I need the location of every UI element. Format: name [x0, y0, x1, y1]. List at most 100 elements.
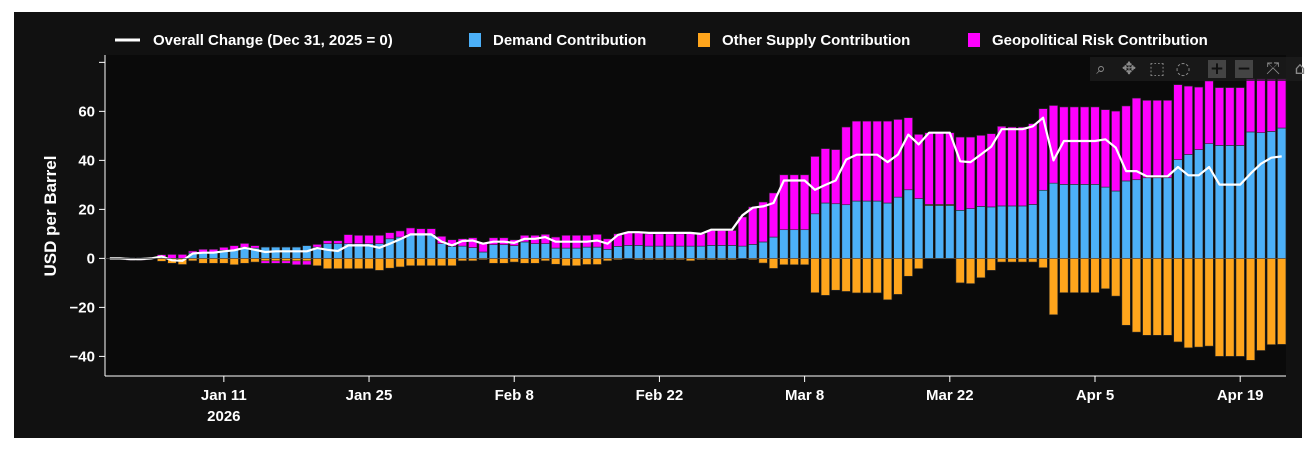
- bar-other-supply-contribution-2026-04-04[interactable]: [1080, 258, 1090, 293]
- bar-other-supply-contribution-2026-01-26[interactable]: [374, 258, 384, 271]
- bar-other-supply-contribution-2026-03-07[interactable]: [789, 258, 799, 266]
- bar-other-supply-contribution-2026-03-30[interactable]: [1028, 258, 1038, 263]
- bar-other-supply-contribution-2026-04-08[interactable]: [1121, 258, 1131, 326]
- bar-geopolitical-risk-contribution-2026-03-08[interactable]: [800, 174, 810, 231]
- bar-other-supply-contribution-2026-04-07[interactable]: [1111, 258, 1121, 297]
- bar-geopolitical-risk-contribution-2026-04-10[interactable]: [1142, 100, 1152, 179]
- lasso-icon[interactable]: ◌: [1175, 59, 1191, 79]
- bar-geopolitical-risk-contribution-2026-03-10[interactable]: [820, 148, 830, 204]
- bar-geopolitical-risk-contribution-2026-03-19[interactable]: [914, 134, 924, 199]
- bar-other-supply-contribution-2026-01-27[interactable]: [385, 258, 395, 269]
- bar-other-supply-contribution-2026-03-08[interactable]: [800, 258, 810, 266]
- bar-demand-contribution-2026-03-24[interactable]: [965, 208, 976, 259]
- bar-geopolitical-risk-contribution-2026-03-29[interactable]: [1017, 126, 1027, 207]
- bar-demand-contribution-2026-03-20[interactable]: [924, 205, 934, 259]
- bar-geopolitical-risk-contribution-2026-03-15[interactable]: [872, 120, 882, 202]
- bar-geopolitical-risk-contribution-2026-03-06[interactable]: [779, 174, 789, 231]
- bar-other-supply-contribution-2026-04-03[interactable]: [1069, 258, 1079, 293]
- bar-geopolitical-risk-contribution-2026-04-02[interactable]: [1059, 106, 1069, 185]
- bar-geopolitical-risk-contribution-2026-01-26[interactable]: [374, 235, 384, 244]
- bar-other-supply-contribution-2026-02-13[interactable]: [561, 258, 571, 267]
- bar-other-supply-contribution-2026-04-14[interactable]: [1183, 258, 1193, 349]
- bar-demand-contribution-2026-02-08[interactable]: [509, 245, 519, 259]
- bar-other-supply-contribution-2026-02-06[interactable]: [488, 258, 499, 264]
- bar-other-supply-contribution-2026-04-20[interactable]: [1246, 258, 1256, 361]
- bar-geopolitical-risk-contribution-2026-02-27[interactable]: [706, 230, 716, 246]
- bar-demand-contribution-2026-04-23[interactable]: [1277, 127, 1287, 259]
- bar-demand-contribution-2026-03-11[interactable]: [831, 203, 841, 259]
- bar-other-supply-contribution-2026-03-15[interactable]: [872, 258, 882, 294]
- bar-geopolitical-risk-contribution-2026-03-31[interactable]: [1038, 108, 1048, 191]
- bar-geopolitical-risk-contribution-2026-01-17[interactable]: [281, 260, 291, 264]
- bar-demand-contribution-2026-02-09[interactable]: [520, 241, 530, 259]
- bar-geopolitical-risk-contribution-2026-03-21[interactable]: [934, 132, 944, 205]
- bar-geopolitical-risk-contribution-2026-04-05[interactable]: [1090, 106, 1100, 185]
- bar-geopolitical-risk-contribution-2026-01-20[interactable]: [312, 244, 322, 248]
- bar-demand-contribution-2026-02-18[interactable]: [613, 246, 623, 259]
- bar-other-supply-contribution-2026-01-20[interactable]: [312, 258, 322, 267]
- bar-other-supply-contribution-2026-04-16[interactable]: [1204, 258, 1214, 347]
- bar-geopolitical-risk-contribution-2026-03-13[interactable]: [851, 120, 862, 202]
- bar-other-supply-contribution-2026-01-22[interactable]: [333, 258, 343, 269]
- bar-demand-contribution-2026-02-27[interactable]: [706, 245, 716, 259]
- bar-other-supply-contribution-2026-01-25[interactable]: [364, 258, 374, 269]
- bar-geopolitical-risk-contribution-2026-02-25[interactable]: [685, 232, 696, 247]
- bar-geopolitical-risk-contribution-2026-03-17[interactable]: [893, 119, 903, 198]
- bar-geopolitical-risk-contribution-2026-03-23[interactable]: [955, 136, 965, 211]
- bar-demand-contribution-2026-04-01[interactable]: [1048, 182, 1059, 259]
- bar-other-supply-contribution-2026-02-15[interactable]: [582, 258, 592, 265]
- bar-demand-contribution-2026-03-13[interactable]: [851, 200, 862, 259]
- bar-other-supply-contribution-2026-03-11[interactable]: [831, 258, 841, 291]
- bar-geopolitical-risk-contribution-2026-04-17[interactable]: [1214, 87, 1225, 146]
- bar-demand-contribution-2026-02-06[interactable]: [488, 244, 499, 259]
- legend-item-demand-contribution[interactable]: Demand Contribution: [469, 32, 646, 49]
- bar-other-supply-contribution-2026-04-21[interactable]: [1256, 258, 1266, 351]
- bar-demand-contribution-2026-03-21[interactable]: [934, 205, 944, 259]
- bar-other-supply-contribution-2026-03-10[interactable]: [820, 258, 830, 296]
- bar-other-supply-contribution-2026-04-10[interactable]: [1142, 258, 1152, 336]
- bar-geopolitical-risk-contribution-2026-01-25[interactable]: [364, 235, 374, 244]
- legend-item-overall-change-dec-31-2025-0[interactable]: Overall Change (Dec 31, 2025 = 0): [115, 32, 393, 49]
- bar-other-supply-contribution-2026-02-12[interactable]: [551, 258, 561, 265]
- bar-geopolitical-risk-contribution-2026-01-28[interactable]: [395, 230, 405, 238]
- bar-demand-contribution-2026-04-05[interactable]: [1090, 184, 1100, 259]
- bar-demand-contribution-2026-03-23[interactable]: [955, 210, 965, 259]
- bar-geopolitical-risk-contribution-2026-04-19[interactable]: [1235, 87, 1245, 146]
- bar-demand-contribution-2026-03-01[interactable]: [727, 245, 737, 259]
- bar-demand-contribution-2026-03-05[interactable]: [768, 236, 779, 259]
- bar-geopolitical-risk-contribution-2026-03-02[interactable]: [737, 216, 747, 247]
- bar-demand-contribution-2026-03-10[interactable]: [820, 202, 830, 259]
- bar-geopolitical-risk-contribution-2026-03-20[interactable]: [924, 132, 934, 205]
- pan-icon[interactable]: ✥: [1121, 59, 1137, 79]
- bar-other-supply-contribution-2026-03-29[interactable]: [1017, 258, 1027, 263]
- bar-geopolitical-risk-contribution-2026-04-08[interactable]: [1121, 105, 1131, 182]
- bar-geopolitical-risk-contribution-2026-04-11[interactable]: [1152, 100, 1162, 179]
- bar-demand-contribution-2026-03-03[interactable]: [748, 244, 758, 259]
- bar-demand-contribution-2026-04-18[interactable]: [1225, 145, 1235, 259]
- bar-other-supply-contribution-2026-02-09[interactable]: [520, 258, 530, 264]
- bar-geopolitical-risk-contribution-2026-04-13[interactable]: [1173, 84, 1183, 160]
- bar-other-supply-contribution-2026-04-12[interactable]: [1163, 258, 1173, 336]
- bar-geopolitical-risk-contribution-2026-01-16[interactable]: [271, 260, 281, 264]
- bar-geopolitical-risk-contribution-2026-04-06[interactable]: [1100, 109, 1110, 188]
- bar-demand-contribution-2026-02-26[interactable]: [696, 245, 706, 259]
- bar-geopolitical-risk-contribution-2026-02-21[interactable]: [644, 233, 654, 247]
- bar-geopolitical-risk-contribution-2026-01-24[interactable]: [354, 235, 364, 244]
- bar-geopolitical-risk-contribution-2026-03-27[interactable]: [997, 126, 1007, 207]
- bar-other-supply-contribution-2026-04-02[interactable]: [1059, 258, 1069, 293]
- bar-other-supply-contribution-2026-04-18[interactable]: [1225, 258, 1235, 357]
- bar-demand-contribution-2026-02-10[interactable]: [530, 243, 540, 259]
- bar-demand-contribution-2026-03-04[interactable]: [758, 241, 768, 259]
- bar-other-supply-contribution-2026-01-30[interactable]: [416, 258, 426, 267]
- bar-demand-contribution-2026-01-17[interactable]: [281, 246, 291, 259]
- bar-demand-contribution-2026-03-22[interactable]: [945, 205, 955, 259]
- bar-demand-contribution-2026-01-16[interactable]: [271, 246, 281, 259]
- bar-geopolitical-risk-contribution-2026-03-11[interactable]: [831, 149, 841, 205]
- bar-other-supply-contribution-2026-02-08[interactable]: [509, 258, 519, 263]
- autoscale-icon[interactable]: ⤧: [1266, 59, 1280, 79]
- bar-demand-contribution-2026-03-12[interactable]: [841, 204, 851, 259]
- bar-demand-contribution-2026-03-27[interactable]: [997, 205, 1007, 259]
- bar-demand-contribution-2026-04-15[interactable]: [1194, 149, 1204, 259]
- bar-geopolitical-risk-contribution-2026-03-28[interactable]: [1007, 126, 1017, 207]
- bar-demand-contribution-2026-04-08[interactable]: [1121, 180, 1131, 259]
